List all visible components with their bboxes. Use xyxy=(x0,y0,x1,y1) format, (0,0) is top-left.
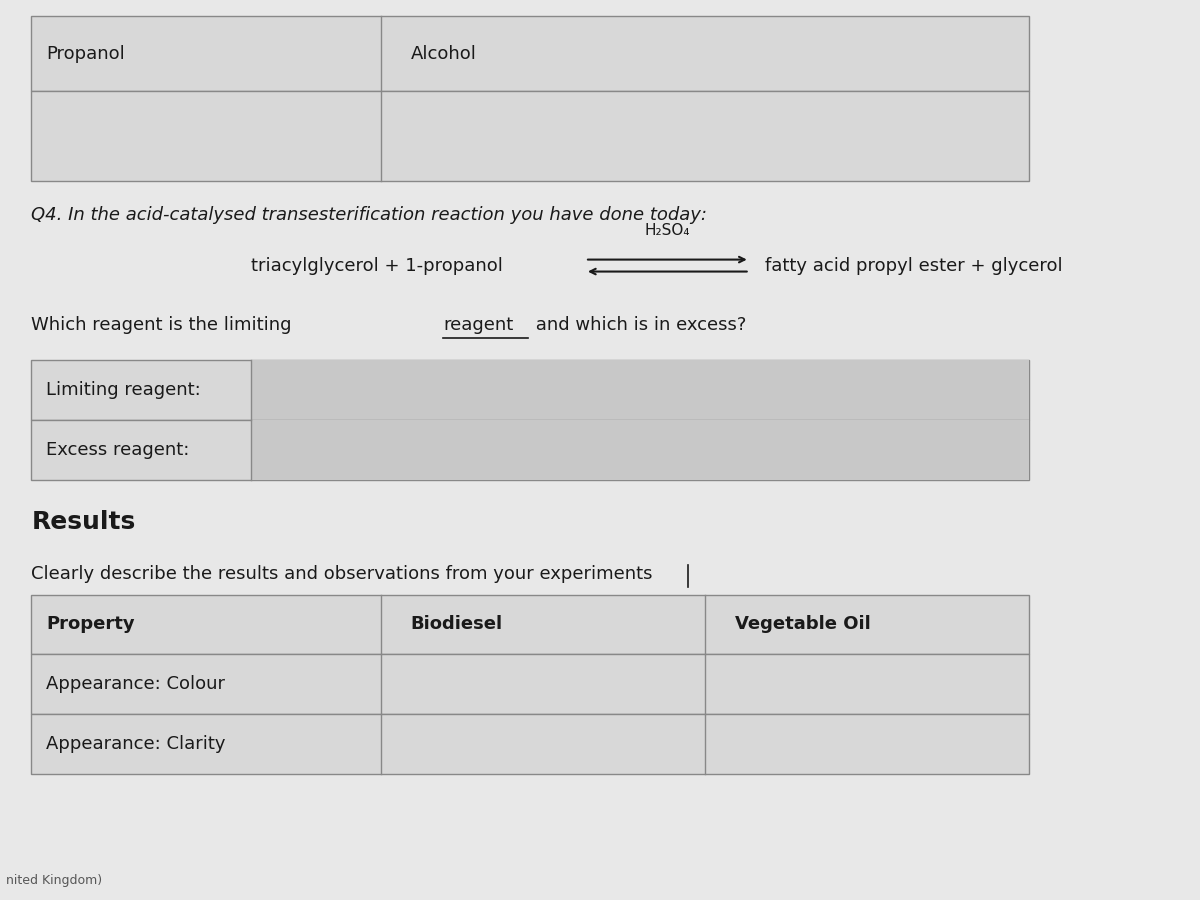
Bar xyxy=(31,360,1030,420)
Text: H₂SO₄: H₂SO₄ xyxy=(644,223,690,238)
Text: Appearance: Colour: Appearance: Colour xyxy=(47,675,226,693)
Bar xyxy=(31,420,1030,480)
Text: Excess reagent:: Excess reagent: xyxy=(47,441,190,459)
Text: Biodiesel: Biodiesel xyxy=(410,616,503,634)
Bar xyxy=(31,16,1030,91)
Bar xyxy=(31,595,1030,654)
Text: Clearly describe the results and observations from your experiments: Clearly describe the results and observa… xyxy=(31,564,653,582)
Bar xyxy=(251,420,1030,480)
Text: Property: Property xyxy=(47,616,134,634)
Bar xyxy=(251,360,1030,420)
Bar xyxy=(31,654,1030,715)
Text: Alcohol: Alcohol xyxy=(410,45,476,63)
Text: Propanol: Propanol xyxy=(47,45,125,63)
Bar xyxy=(31,91,1030,181)
Text: Limiting reagent:: Limiting reagent: xyxy=(47,382,202,400)
Text: Appearance: Clarity: Appearance: Clarity xyxy=(47,735,226,753)
Text: Which reagent is the limiting: Which reagent is the limiting xyxy=(31,317,298,335)
Text: and which is in excess?: and which is in excess? xyxy=(530,317,746,335)
Text: triacylglycerol + 1-propanol: triacylglycerol + 1-propanol xyxy=(251,256,503,274)
Text: reagent: reagent xyxy=(443,317,514,335)
Text: Results: Results xyxy=(31,509,136,534)
Text: nited Kingdom): nited Kingdom) xyxy=(6,874,102,886)
Bar xyxy=(31,715,1030,774)
Text: Q4. In the acid-catalysed transesterification reaction you have done today:: Q4. In the acid-catalysed transesterific… xyxy=(31,206,707,224)
Text: Vegetable Oil: Vegetable Oil xyxy=(734,616,870,634)
Text: fatty acid propyl ester + glycerol: fatty acid propyl ester + glycerol xyxy=(764,256,1062,274)
